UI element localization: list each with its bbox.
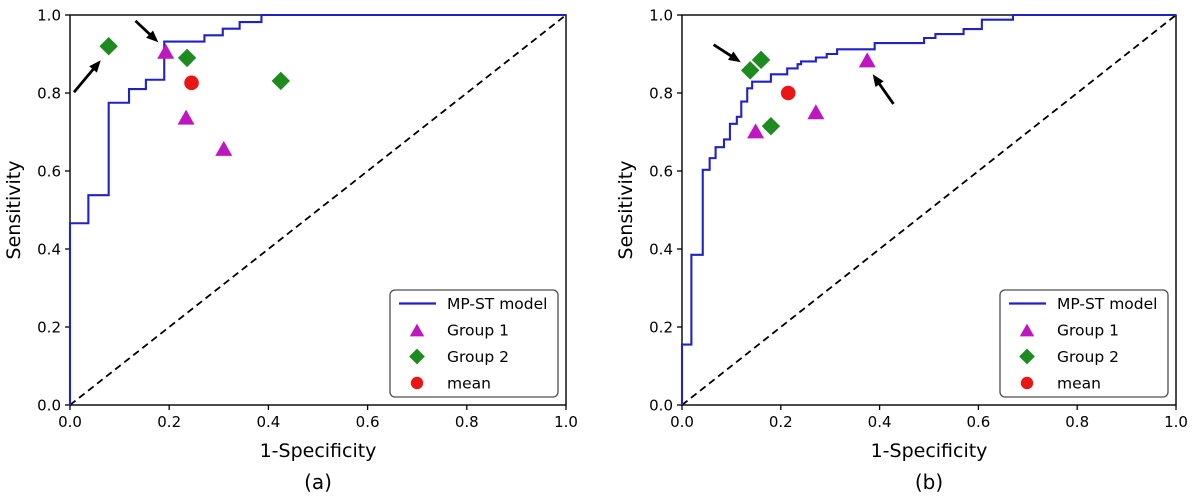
legend-box xyxy=(389,289,559,398)
y-tick-label: 0.6 xyxy=(37,163,61,181)
roc-panel-a: 0.0 0.2 0.4 0.6 0.8 1.0 0.0 0.2 0.4 0.6 0.8 1.0 1-Sp… xyxy=(3,7,578,495)
x-tick-label: 0.8 xyxy=(455,413,479,431)
x-tick-label: 0.2 xyxy=(157,413,181,431)
annotation-arrow-shaft xyxy=(72,64,98,94)
legend-mean-marker xyxy=(1020,376,1034,390)
annotation-arrow-shaft xyxy=(875,79,895,105)
group-2-marker xyxy=(177,48,197,68)
x-tick-label: 1.0 xyxy=(1164,413,1188,431)
legend-group-2-marker xyxy=(409,348,425,365)
y-tick-label: 1.0 xyxy=(37,7,61,25)
y-tick-label: 0.4 xyxy=(37,241,61,259)
annotation-arrowhead xyxy=(727,51,741,63)
legend-mean-marker xyxy=(410,376,424,390)
x-tick-label: 0.2 xyxy=(769,413,793,431)
roc-curve xyxy=(680,13,1176,405)
x-tick-label: 0.6 xyxy=(356,413,380,431)
y-axis-label: Sensitivity xyxy=(615,161,637,260)
y-tick-label: 0.8 xyxy=(37,85,61,103)
mean-marker xyxy=(780,85,796,101)
x-axis-label: 1-Specificity xyxy=(871,440,988,462)
legend-group-2-marker xyxy=(1019,348,1035,365)
y-tick-label: 0.6 xyxy=(649,163,673,181)
group-2-marker xyxy=(99,37,118,56)
legend-label: mean xyxy=(447,375,491,393)
annotation-arrowhead xyxy=(89,60,101,73)
x-tick-label: 0.4 xyxy=(256,413,280,431)
y-tick-label: 0.0 xyxy=(649,397,673,415)
y-axis-label: Sensitivity xyxy=(3,161,25,260)
group-1-marker xyxy=(177,109,195,125)
panel-caption: (a) xyxy=(304,470,332,494)
y-tick-label: 0.8 xyxy=(649,85,673,103)
x-tick-label: 0.6 xyxy=(966,413,990,431)
annotation-arrowhead xyxy=(146,30,159,43)
annotation-arrowhead xyxy=(872,74,884,87)
legend-label: mean xyxy=(1057,375,1101,393)
x-tick-label: 0.0 xyxy=(670,413,694,431)
y-tick-label: 0.2 xyxy=(649,319,673,337)
legend-box xyxy=(999,289,1169,398)
legend-group-1-marker xyxy=(1019,323,1035,337)
x-tick-label: 0.8 xyxy=(1065,413,1089,431)
group-2-marker xyxy=(761,116,781,136)
x-tick-label: 1.0 xyxy=(554,413,578,431)
chance-diagonal-line xyxy=(681,14,1177,406)
legend-label: Group 1 xyxy=(447,322,509,340)
legend-label: Group 1 xyxy=(1057,322,1119,340)
group-1-marker xyxy=(807,104,825,120)
legend-label: MP-ST model xyxy=(1057,295,1157,313)
group-1-marker xyxy=(858,52,876,68)
x-axis-label: 1-Specificity xyxy=(260,440,377,462)
group-2-marker xyxy=(740,61,760,80)
legend-label: Group 2 xyxy=(1057,348,1119,366)
y-tick-label: 0.4 xyxy=(649,241,673,259)
panel-caption: (b) xyxy=(915,470,943,494)
group-1-marker xyxy=(215,140,233,156)
y-tick-label: 0.0 xyxy=(37,397,61,415)
legend-label: MP-ST model xyxy=(447,295,547,313)
group-1-marker xyxy=(747,123,765,139)
y-tick-label: 1.0 xyxy=(649,7,673,25)
y-tick-label: 0.2 xyxy=(37,319,61,337)
x-tick-label: 0.0 xyxy=(58,413,82,431)
group-2-marker xyxy=(271,71,290,91)
group-1-marker xyxy=(157,43,175,59)
roc-curve xyxy=(68,13,566,405)
group-2-marker xyxy=(751,50,771,70)
x-tick-label: 0.4 xyxy=(868,413,892,431)
mean-marker xyxy=(184,75,199,91)
chance-diagonal-line xyxy=(69,14,567,406)
roc-panel-b: 0.0 0.2 0.4 0.6 0.8 1.0 0.0 0.2 0.4 0.6 0.8 1.0 1-Sp… xyxy=(615,7,1188,495)
legend-group-1-marker xyxy=(409,323,425,337)
legend-label: Group 2 xyxy=(447,348,509,366)
